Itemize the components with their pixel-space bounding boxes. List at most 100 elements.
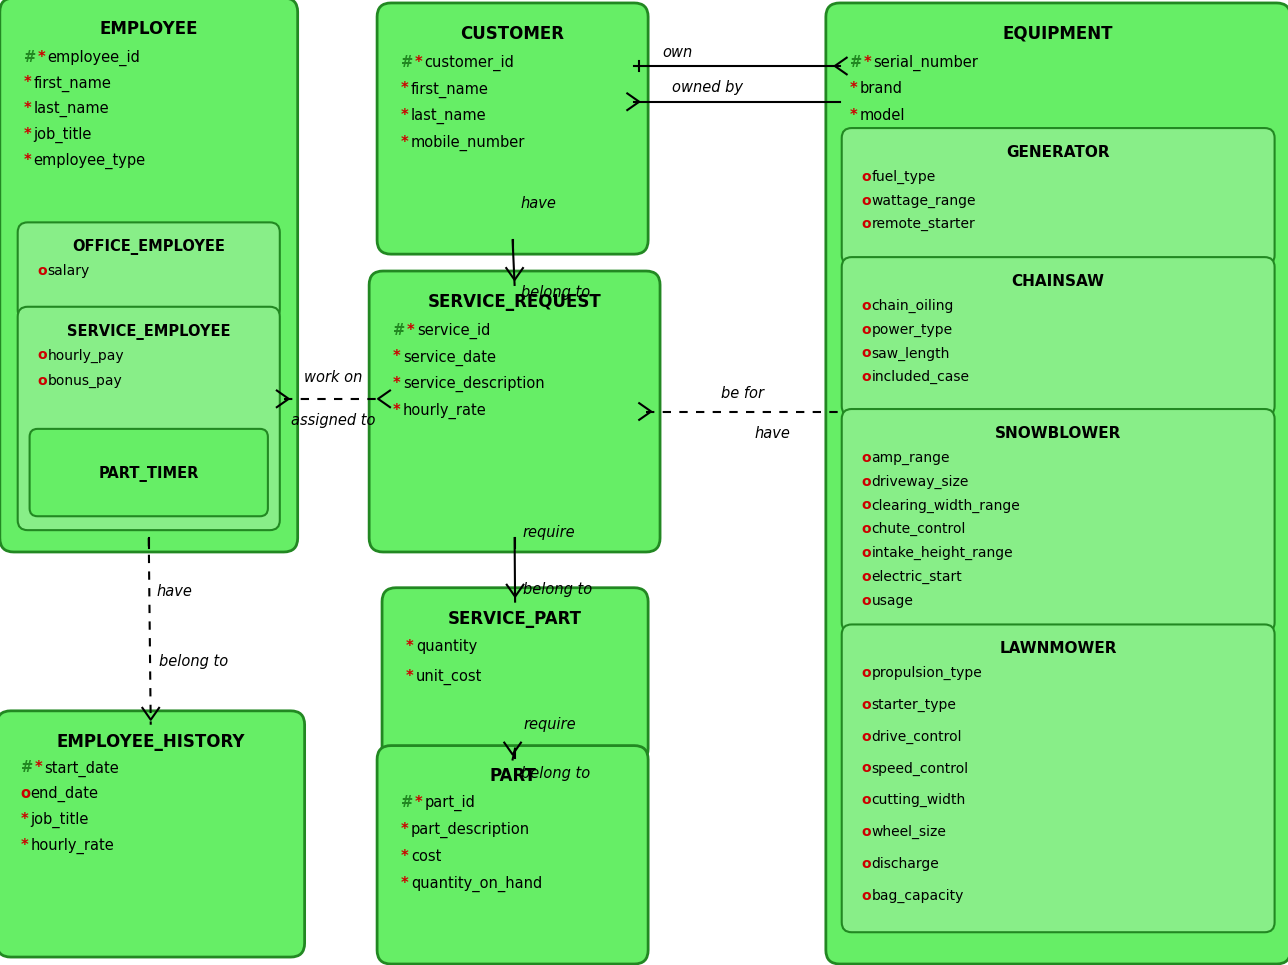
Text: speed_control: speed_control [872,761,969,776]
Text: o: o [862,170,871,183]
Text: *: * [393,403,401,418]
Text: o: o [862,546,871,560]
Text: *: * [23,75,31,91]
Text: o: o [862,825,871,839]
Text: #: # [401,55,413,69]
Text: o: o [862,698,871,712]
FancyBboxPatch shape [30,428,268,516]
Text: o: o [862,793,871,808]
Text: o: o [862,522,871,537]
Text: EMPLOYEE: EMPLOYEE [99,20,198,38]
Text: *: * [401,822,408,837]
Text: o: o [862,889,871,902]
Text: unit_cost: unit_cost [416,669,482,685]
Text: o: o [862,217,871,232]
Text: first_name: first_name [33,75,112,92]
Text: chain_oiling: chain_oiling [872,299,954,313]
Text: discharge: discharge [872,857,939,870]
Text: mobile_number: mobile_number [411,135,526,152]
Text: o: o [862,666,871,680]
Text: have: have [157,584,193,599]
Text: part_id: part_id [425,795,475,812]
Text: *: * [401,875,408,891]
Text: power_type: power_type [872,322,953,337]
Text: o: o [862,299,871,313]
Text: *: * [401,849,408,864]
Text: job_title: job_title [33,127,91,143]
Text: hourly_pay: hourly_pay [48,348,124,363]
Text: *: * [850,108,858,124]
Text: #: # [401,795,413,811]
Text: SERVICE_EMPLOYEE: SERVICE_EMPLOYEE [67,323,231,340]
Text: model: model [859,108,905,124]
Text: quantity: quantity [416,640,477,654]
Text: *: * [406,640,413,654]
Text: belong to: belong to [520,285,590,300]
Text: CUSTOMER: CUSTOMER [461,25,564,42]
Text: equipment_type: equipment_type [859,135,979,152]
Text: o: o [862,371,871,384]
Text: employee_id: employee_id [48,49,140,66]
Text: quantity_on_hand: quantity_on_hand [411,875,542,892]
Text: *: * [415,795,422,811]
Text: PART: PART [489,767,536,786]
Text: salary: salary [48,264,90,278]
Text: cost: cost [411,849,442,864]
Text: have: have [755,426,791,441]
Text: bonus_pay: bonus_pay [48,374,122,389]
Text: o: o [862,730,871,744]
Text: *: * [393,349,401,365]
Text: *: * [850,81,858,96]
Text: have: have [520,196,556,210]
Text: electric_start: electric_start [872,570,962,584]
FancyBboxPatch shape [377,3,648,254]
Text: customer_id: customer_id [425,55,515,70]
Text: last_name: last_name [411,108,487,124]
Text: #: # [850,55,862,69]
Text: LAWNMOWER: LAWNMOWER [999,642,1117,656]
Text: saw_length: saw_length [872,346,949,361]
Text: *: * [401,81,408,96]
Text: job_title: job_title [31,813,89,828]
Text: brand: brand [859,81,903,96]
Text: fuel_type: fuel_type [872,170,936,184]
Text: employee_type: employee_type [33,152,146,169]
Text: work on: work on [304,370,363,384]
Text: *: * [407,322,415,338]
Text: cutting_width: cutting_width [872,793,966,808]
Text: EQUIPMENT: EQUIPMENT [1003,25,1113,42]
FancyBboxPatch shape [826,3,1288,964]
Text: bag_capacity: bag_capacity [872,889,963,902]
Text: o: o [37,348,48,363]
Text: o: o [862,857,871,870]
Text: o: o [862,475,871,488]
Text: *: * [23,101,31,116]
Text: *: * [23,152,31,168]
Text: *: * [406,669,413,684]
Text: drive_control: drive_control [872,730,962,744]
Text: o: o [862,593,871,608]
Text: driveway_size: driveway_size [872,475,969,488]
Text: chute_control: chute_control [872,522,966,537]
Text: amp_range: amp_range [872,451,951,465]
Text: SNOWBLOWER: SNOWBLOWER [996,426,1122,441]
Text: propulsion_type: propulsion_type [872,666,983,680]
Text: service_id: service_id [417,322,491,339]
Text: start_date: start_date [45,760,120,777]
Text: o: o [21,786,31,801]
Text: EMPLOYEE_HISTORY: EMPLOYEE_HISTORY [57,732,245,751]
Text: last_name: last_name [33,101,109,118]
FancyBboxPatch shape [842,409,1275,632]
Text: *: * [393,376,401,391]
Text: belong to: belong to [158,653,228,669]
FancyBboxPatch shape [383,588,648,762]
Text: *: * [401,108,408,124]
Text: require: require [523,525,576,539]
Text: service_description: service_description [403,376,545,393]
Text: OFFICE_EMPLOYEE: OFFICE_EMPLOYEE [72,239,225,256]
Text: assigned to: assigned to [291,413,376,428]
FancyBboxPatch shape [18,222,279,319]
Text: intake_height_range: intake_height_range [872,546,1014,560]
Text: CHAINSAW: CHAINSAW [1011,274,1105,289]
Text: o: o [862,498,871,512]
